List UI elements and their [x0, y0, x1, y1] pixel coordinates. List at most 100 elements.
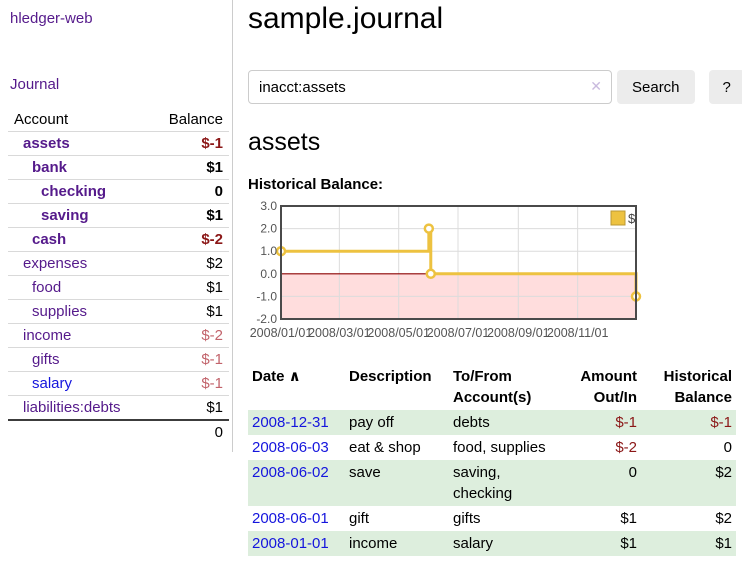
account-link-supplies[interactable]: supplies: [32, 303, 88, 320]
transaction-amount: $1: [620, 510, 637, 527]
transaction-balance: $-1: [710, 414, 732, 431]
account-balance: $2: [206, 255, 223, 272]
x-axis-tick-label: 2008/11/01: [547, 326, 609, 340]
register-row: 2008-12-31 pay off debts $-1 $-1: [248, 410, 736, 435]
account-heading: assets: [248, 128, 321, 156]
legend-swatch: [610, 210, 626, 226]
accounts-header-row: Account Balance: [8, 108, 229, 132]
accounts-total-spacer: [8, 420, 150, 444]
account-balance: $1: [206, 279, 223, 296]
chart-canvas: $3.0 2.0 1.0 0.0 -1.0 -2.02008/01/012008/03/0…: [250, 201, 642, 340]
transaction-amount: $1: [620, 535, 637, 552]
account-link-assets[interactable]: assets: [23, 135, 70, 152]
x-axis-tick-label: 2008/09/01: [487, 326, 550, 340]
account-link-salary[interactable]: salary: [32, 375, 73, 392]
transaction-balance: $2: [715, 510, 732, 527]
y-axis-tick-label: 1.0: [260, 244, 277, 258]
account-link-gifts[interactable]: gifts: [32, 351, 60, 368]
accounts-col-balance: Balance: [168, 111, 223, 128]
transaction-amount: $-1: [615, 414, 637, 431]
account-balance: $-1: [201, 351, 223, 368]
account-row: income $-2: [8, 324, 229, 348]
register-table: Date ∧ Description To/From Account(s) Amount…: [248, 364, 736, 556]
data-point-marker: [425, 268, 437, 280]
account-row: checking 0: [8, 180, 229, 204]
transaction-description: eat & shop: [349, 439, 421, 456]
register-header-row: Date ∧ Description To/From Account(s) Amount…: [248, 364, 736, 410]
account-link-checking[interactable]: checking: [41, 183, 107, 200]
y-axis-tick-label: 0.0: [260, 267, 277, 281]
sidebar-item-journal[interactable]: Journal: [10, 76, 232, 93]
transaction-description: pay off: [349, 414, 394, 431]
clear-search-icon[interactable]: ✕: [590, 78, 602, 94]
account-balance: 0: [214, 183, 223, 200]
app-brand-link[interactable]: hledger-web: [10, 10, 232, 27]
register-col-date[interactable]: Date ∧: [252, 368, 301, 385]
account-link-food[interactable]: food: [32, 279, 62, 296]
transaction-accounts: salary: [453, 535, 494, 552]
register-col-amount: Amount Out/In: [580, 368, 637, 406]
search-button[interactable]: Search: [617, 70, 695, 104]
accounts-total-row: 0: [8, 420, 229, 444]
account-link-cash[interactable]: cash: [32, 231, 67, 248]
chart-label: Historical Balance:: [248, 176, 384, 193]
register-row: 2008-01-01 income salary $1 $1: [248, 531, 736, 556]
register-col-to-from: To/From Account(s): [453, 368, 532, 406]
account-row: saving $1: [8, 204, 229, 228]
account-row: liabilities:debts $1: [8, 396, 229, 420]
main-content: sample.journal ✕ Search ? assets Histori…: [248, 0, 742, 556]
accounts-total-value: 0: [214, 424, 223, 441]
transaction-date-link[interactable]: 2008-06-02: [252, 464, 329, 481]
help-button[interactable]: ?: [708, 70, 742, 104]
transaction-date-link[interactable]: 2008-01-01: [252, 535, 329, 552]
account-row: bank $1: [8, 156, 229, 180]
transaction-description: gift: [349, 510, 370, 527]
search-row: ✕ Search ?: [248, 70, 742, 104]
transaction-accounts: food, supplies: [453, 439, 546, 456]
transaction-date-link[interactable]: 2008-06-03: [252, 439, 329, 456]
account-balance: $1: [206, 399, 223, 416]
transaction-date-link[interactable]: 2008-12-31: [252, 414, 329, 431]
transaction-balance: $2: [715, 464, 732, 481]
x-axis-tick-label: 2008/07/01: [427, 326, 490, 340]
search-input[interactable]: [248, 70, 612, 104]
account-balance: $-2: [201, 327, 223, 344]
y-axis-tick-label: 2.0: [260, 222, 277, 236]
transaction-amount: $-2: [615, 439, 637, 456]
transaction-accounts: gifts: [453, 510, 481, 527]
page-title: sample.journal: [248, 2, 444, 35]
account-link-saving[interactable]: saving: [41, 207, 89, 224]
transaction-balance: 0: [723, 439, 732, 456]
transaction-description: income: [349, 535, 398, 552]
account-link-expenses[interactable]: expenses: [23, 255, 88, 272]
accounts-table: Account Balance assets $-1 bank $1 checking 0…: [8, 108, 229, 444]
register-row: 2008-06-02 save saving, checking 0 $2: [248, 460, 736, 506]
account-link-liabilities-debts[interactable]: liabilities:debts: [23, 399, 121, 416]
account-balance: $1: [206, 303, 223, 320]
accounts-col-account: Account: [14, 111, 69, 128]
account-row: salary $-1: [8, 372, 229, 396]
x-axis-tick-label: 2008/03/01: [308, 326, 371, 340]
register-table-body: 2008-12-31 pay off debts $-1 $-1 2008-06-03 ea…: [248, 410, 736, 556]
account-row: assets $-1: [8, 132, 229, 156]
brand-label[interactable]: hledger-web: [10, 10, 93, 27]
transaction-accounts: saving, checking: [453, 464, 513, 502]
account-link-income[interactable]: income: [23, 327, 72, 344]
transaction-description: save: [349, 464, 381, 481]
register-row: 2008-06-03 eat & shop food, supplies $-2 0: [248, 435, 736, 460]
account-link-bank[interactable]: bank: [32, 159, 68, 176]
historical-balance-chart: $3.0 2.0 1.0 0.0 -1.0 -2.0 2008/01/01 2008/03/0…: [248, 201, 686, 344]
account-balance: $-2: [201, 231, 223, 248]
x-axis-tick-label: 2008/05/01: [367, 326, 430, 340]
transaction-accounts: debts: [453, 414, 490, 431]
transaction-date-link[interactable]: 2008-06-01: [252, 510, 329, 527]
sidebar: hledger-web Journal Account Balance asse…: [0, 0, 233, 452]
transaction-amount: 0: [628, 464, 637, 481]
journal-link-label[interactable]: Journal: [10, 76, 60, 93]
y-axis-tick-label: -1.0: [256, 289, 277, 303]
y-axis-tick-label: 3.0: [260, 201, 277, 213]
legend-label: $: [628, 211, 636, 226]
account-row: food $1: [8, 276, 229, 300]
plot-border: [280, 205, 637, 320]
